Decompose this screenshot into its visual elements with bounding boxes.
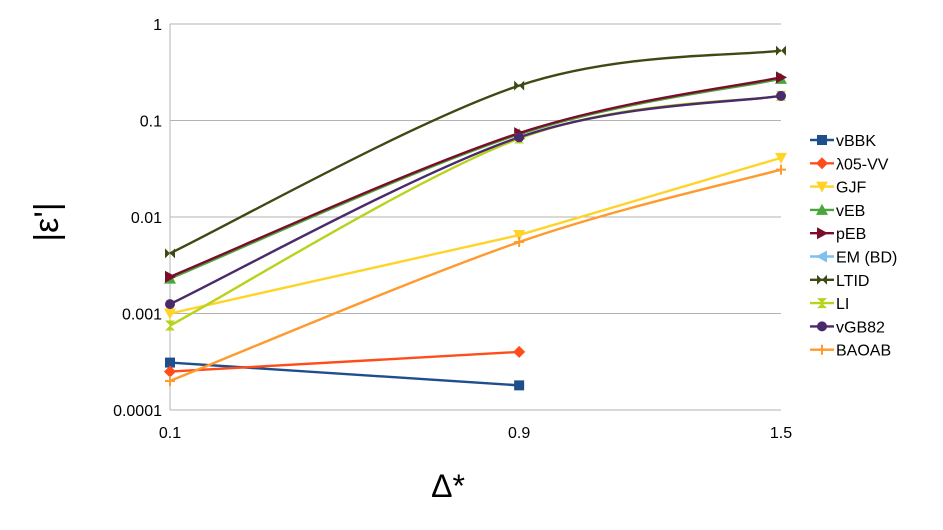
data-point-LTID [776,45,786,56]
y-tick-labels: 1 0.1 0.01 0.001 0.0001 [113,17,162,420]
legend-label: vEB [836,203,865,220]
legend-marker [816,157,828,170]
legend-label: LI [836,296,849,313]
series-line-BAOAB [169,168,782,383]
data-point-pEB [776,71,787,84]
x-axis-label: Δ* [431,468,465,504]
data-point-LI [165,320,175,331]
y-tick-label: 0.001 [122,307,162,324]
y-tick-label: 0.01 [131,210,162,227]
series-line-vGB82 [169,94,782,306]
x-tick-labels: 0.1 0.9 1.5 [159,425,792,442]
legend-label: EM (BD) [836,250,897,267]
series-line-LI [169,94,782,327]
legend: vBBK λ05-VV GJF vEB pEB EM (BD) LTID LI vGB82 BAO… [810,133,897,360]
data-point-GJF [775,152,787,164]
data-point-BAOAB [514,237,525,248]
series-line-pEB [169,76,782,278]
y-tick-label: 0.1 [140,114,162,131]
legend-label: pEB [836,226,866,243]
data-point-GJF [513,230,526,242]
data-point-LTID [165,248,175,259]
series-lines [169,49,782,387]
legend-label: LTID [836,273,869,290]
x-tick-label: 1.5 [770,425,792,442]
axes [169,24,781,411]
legend-marker [817,321,827,332]
legend-marker [817,344,827,355]
legend-label: vBBK [836,133,876,150]
legend-marker [816,181,828,193]
gridlines [170,23,781,411]
legend-label: BAOAB [836,343,891,360]
legend-marker [817,298,827,309]
y-axis-label: |ε'| [28,202,66,241]
x-tick-label: 0.1 [159,425,181,442]
legend-label: GJF [836,180,866,197]
legend-marker [817,227,828,240]
series-line-vEB [169,77,782,280]
data-point-LTID [514,80,525,91]
legend-marker [817,274,827,285]
legend-marker [816,250,827,263]
legend-label: vGB82 [836,319,885,336]
data-point-pEB [165,270,176,283]
legend-marker [817,135,827,145]
data-point-BAOAB [776,164,786,175]
data-point-vBBK [165,357,175,368]
series-line-vBBK [169,361,520,387]
data-point-vGB82 [514,132,525,143]
data-point-vGB82 [776,90,786,101]
legend-label: λ05-VV [836,156,889,173]
data-point-GJF [164,308,176,320]
series-line-GJF [169,156,782,315]
series-line-λ05-VV [169,350,520,373]
data-point-BAOAB [165,375,175,386]
data-point-vGB82 [165,299,175,310]
data-point-λ05-VV [164,365,176,378]
x-tick-label: 0.9 [508,425,530,442]
legend-marker [816,203,828,215]
series-line-LTID [169,49,782,255]
data-point-λ05-VV [513,345,526,358]
series-markers [164,45,787,391]
y-tick-label: 0.0001 [113,403,162,420]
y-tick-label: 1 [153,17,162,34]
data-point-vBBK [514,380,525,391]
